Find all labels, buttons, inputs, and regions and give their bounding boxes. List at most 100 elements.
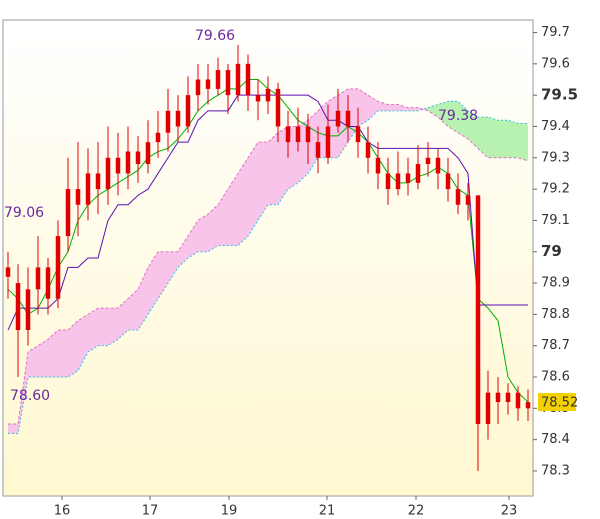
- cloud-segment: [508, 120, 518, 158]
- cloud-span: [8, 100, 528, 434]
- cloud-segment: [378, 101, 388, 111]
- cloud-segment: [188, 220, 198, 258]
- candle-body: [325, 126, 331, 158]
- candle-body: [85, 173, 91, 205]
- candle-body: [175, 110, 181, 127]
- candle-body: [395, 173, 401, 190]
- candle-body: [225, 70, 231, 96]
- cloud-segment: [48, 330, 58, 377]
- candle-body: [405, 173, 411, 183]
- y-tick-label: 79: [541, 242, 562, 260]
- cloud-segment: [258, 142, 268, 221]
- candle-body: [505, 392, 511, 403]
- x-tick-label: 23: [501, 504, 518, 519]
- y-tick-label: 79.2: [541, 182, 570, 197]
- candle-body: [465, 195, 471, 205]
- cloud-segment: [298, 120, 308, 183]
- candle-body: [485, 392, 491, 424]
- annotation: 79.06: [4, 205, 44, 221]
- candle-body: [265, 88, 271, 102]
- cloud-segment: [8, 423, 18, 434]
- candle-body: [315, 142, 321, 158]
- cloud-segment: [408, 107, 418, 111]
- x-tick-label: 16: [54, 504, 71, 519]
- candle-body: [445, 173, 451, 190]
- candle-body: [295, 126, 301, 143]
- cloud-segment: [278, 126, 288, 205]
- cloud-segment: [248, 142, 258, 237]
- cloud-segment: [358, 88, 368, 127]
- candle-body: [145, 142, 151, 165]
- cloud-segment: [58, 330, 68, 377]
- cloud-segment: [498, 120, 508, 158]
- y-tick-label: 79.3: [541, 150, 570, 165]
- candle-body: [25, 289, 31, 331]
- candle-body: [185, 95, 191, 127]
- candle-body: [215, 70, 221, 89]
- candle-body: [105, 157, 111, 190]
- cloud-segment: [388, 104, 398, 111]
- y-tick-label: 78.6: [541, 370, 570, 385]
- candle-body: [75, 189, 81, 205]
- cloud-segment: [518, 123, 528, 161]
- candle-body: [115, 157, 121, 174]
- cloud-segment: [328, 95, 338, 158]
- candle-body: [475, 195, 481, 424]
- candle-body: [335, 110, 341, 127]
- cloud-segment: [78, 314, 88, 371]
- candle-body: [15, 283, 21, 331]
- candle-body: [35, 267, 41, 290]
- annotation: 78.60: [10, 388, 50, 404]
- x-tick-label: 22: [408, 504, 425, 519]
- cloud-segment: [398, 104, 408, 111]
- cloud-segment: [218, 189, 228, 246]
- cloud-segment: [478, 117, 488, 158]
- cloud-segment: [148, 251, 158, 315]
- candle-body: [435, 157, 441, 174]
- candle-body: [135, 151, 141, 165]
- cloud-segment: [448, 101, 458, 133]
- candle-body: [165, 110, 171, 133]
- cloud-segment: [368, 95, 378, 121]
- y-tick-label: 79.6: [541, 56, 570, 71]
- candle-body: [235, 63, 241, 96]
- candle-body: [205, 79, 211, 89]
- candle-body: [155, 132, 161, 143]
- candle-body: [515, 392, 521, 409]
- candle-body: [525, 402, 531, 409]
- candle-body: [425, 157, 431, 165]
- candle-body: [5, 267, 11, 277]
- candle-body: [285, 126, 291, 143]
- candle-body: [365, 142, 371, 158]
- y-tick-label: 78.8: [541, 307, 570, 322]
- cloud-segment: [268, 132, 278, 205]
- cloud-segment: [118, 298, 128, 340]
- candle-body: [275, 88, 281, 127]
- candle-body: [195, 79, 201, 96]
- candle-body: [375, 157, 381, 174]
- annotation: 79.66: [195, 28, 235, 44]
- y-tick-label: 79.7: [541, 25, 570, 40]
- cloud-segment: [488, 117, 498, 158]
- cloud-segment: [228, 173, 238, 246]
- y-tick-label: 78.3: [541, 463, 570, 478]
- cloud-segment: [168, 251, 178, 284]
- y-tick-label: 79.4: [541, 119, 570, 134]
- y-tick-label: 78.9: [541, 276, 570, 291]
- cloud-segment: [428, 104, 438, 118]
- x-tick-label: 21: [319, 504, 336, 519]
- cloud-segment: [98, 308, 108, 346]
- last-price-tag: [538, 393, 576, 412]
- candle-body: [255, 95, 261, 102]
- y-tick-label: 78.7: [541, 338, 570, 353]
- annotation: 79.38: [438, 108, 478, 124]
- candle-body: [125, 151, 131, 174]
- cloud-segment: [88, 308, 98, 352]
- candle-body: [355, 126, 361, 143]
- y-tick-label: 78.4: [541, 432, 570, 447]
- cloud-segment: [458, 101, 468, 139]
- cloud-segment: [208, 204, 218, 252]
- candle-body: [245, 63, 251, 96]
- cloud-segment: [438, 101, 448, 127]
- candle-body: [415, 164, 421, 183]
